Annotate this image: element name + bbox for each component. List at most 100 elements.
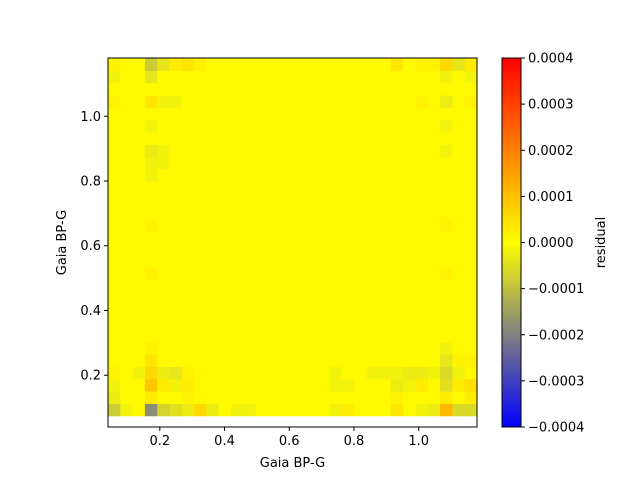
heatmap-cell (366, 206, 380, 219)
heatmap-cell (132, 366, 146, 380)
heatmap-cell (440, 378, 453, 392)
heatmap-cell (157, 132, 171, 145)
heatmap-cell (304, 366, 318, 380)
heatmap-cell (243, 218, 257, 232)
heatmap-cell (390, 181, 404, 195)
heatmap-cell (231, 403, 244, 417)
heatmap-cell (452, 230, 466, 244)
heatmap-cell (181, 329, 195, 343)
heatmap-cell (108, 267, 121, 281)
heatmap-cell (378, 181, 392, 195)
heatmap-cell (108, 304, 121, 318)
heatmap-cell (108, 255, 121, 269)
heatmap-cell (304, 341, 318, 355)
heatmap-cell (194, 70, 207, 84)
heatmap-cell (181, 366, 195, 380)
heatmap-cell (390, 403, 404, 417)
heatmap-cell (108, 58, 121, 71)
heatmap-cell (292, 329, 306, 343)
heatmap-cell (169, 403, 183, 417)
heatmap-cell (108, 193, 121, 207)
heatmap-cell (181, 378, 195, 392)
heatmap-cell (292, 341, 306, 355)
heatmap-cell (132, 230, 146, 244)
heatmap-cell (366, 119, 380, 133)
heatmap-cell (317, 82, 330, 96)
heatmap-cell (354, 70, 367, 84)
heatmap-cell (378, 144, 392, 158)
heatmap-cells (108, 58, 477, 417)
heatmap-cell (390, 70, 404, 84)
heatmap-cell (157, 169, 171, 182)
heatmap-cell (427, 107, 441, 121)
x-axis-ticks: 0.2 0.4 0.6 0.8 1.0 (149, 427, 429, 449)
heatmap-cell (366, 107, 380, 121)
heatmap-cell (427, 329, 441, 343)
heatmap-cell (218, 304, 232, 318)
heatmap-cell (341, 181, 355, 195)
heatmap-cell (157, 292, 171, 306)
heatmap-cell (390, 169, 404, 182)
heatmap-cell (108, 95, 121, 108)
heatmap-cell (181, 193, 195, 207)
heatmap-cell (169, 169, 183, 182)
heatmap-cell (304, 230, 318, 244)
heatmap-cell (366, 169, 380, 182)
heatmap-cell (427, 341, 441, 355)
heatmap-cell (243, 243, 257, 256)
heatmap-cell (243, 366, 257, 380)
heatmap-cell (206, 156, 220, 170)
heatmap-cell (255, 366, 269, 380)
heatmap-cell (292, 304, 306, 318)
heatmap-cell (415, 304, 429, 318)
heatmap-cell (452, 366, 466, 380)
heatmap-cell (120, 267, 134, 281)
heatmap-cell (169, 58, 183, 71)
heatmap-cell (120, 181, 134, 195)
heatmap-cell (304, 378, 318, 392)
heatmap-cell (243, 193, 257, 207)
heatmap-cell (169, 144, 183, 158)
heatmap-cell (280, 280, 294, 293)
heatmap-cell (231, 354, 244, 367)
heatmap-cell (415, 181, 429, 195)
heatmap-cell (317, 317, 330, 330)
heatmap-cell (378, 70, 392, 84)
heatmap-cell (329, 255, 343, 269)
heatmap-cell (243, 329, 257, 343)
heatmap-cell (415, 329, 429, 343)
heatmap-cell (304, 181, 318, 195)
heatmap-cell (354, 230, 367, 244)
heatmap-cell (157, 181, 171, 195)
heatmap-cell (157, 280, 171, 293)
heatmap-cell (181, 304, 195, 318)
heatmap-cell (341, 144, 355, 158)
colorbar-tick-label: 0.0001 (528, 190, 574, 205)
heatmap-cell (194, 230, 207, 244)
heatmap-cell (206, 391, 220, 404)
heatmap-cell (354, 193, 367, 207)
heatmap-cell (341, 391, 355, 404)
heatmap-cell (464, 378, 477, 392)
heatmap-cell (378, 403, 392, 417)
heatmap-cell (169, 391, 183, 404)
heatmap-cell (255, 169, 269, 182)
heatmap-cell (255, 243, 269, 256)
heatmap-cell (181, 119, 195, 133)
heatmap-cell (157, 230, 171, 244)
heatmap-cell (317, 243, 330, 256)
heatmap-cell (440, 107, 453, 121)
heatmap-cell (366, 366, 380, 380)
heatmap-cell (280, 378, 294, 392)
heatmap-cell (194, 193, 207, 207)
heatmap-cell (329, 95, 343, 108)
heatmap-cell (267, 317, 281, 330)
heatmap-cell (440, 304, 453, 318)
heatmap-cell (292, 317, 306, 330)
heatmap-cell (267, 292, 281, 306)
heatmap-cell (464, 107, 477, 121)
heatmap-cell (218, 378, 232, 392)
heatmap-cell (292, 156, 306, 170)
heatmap-cell (181, 218, 195, 232)
heatmap-cell (329, 156, 343, 170)
